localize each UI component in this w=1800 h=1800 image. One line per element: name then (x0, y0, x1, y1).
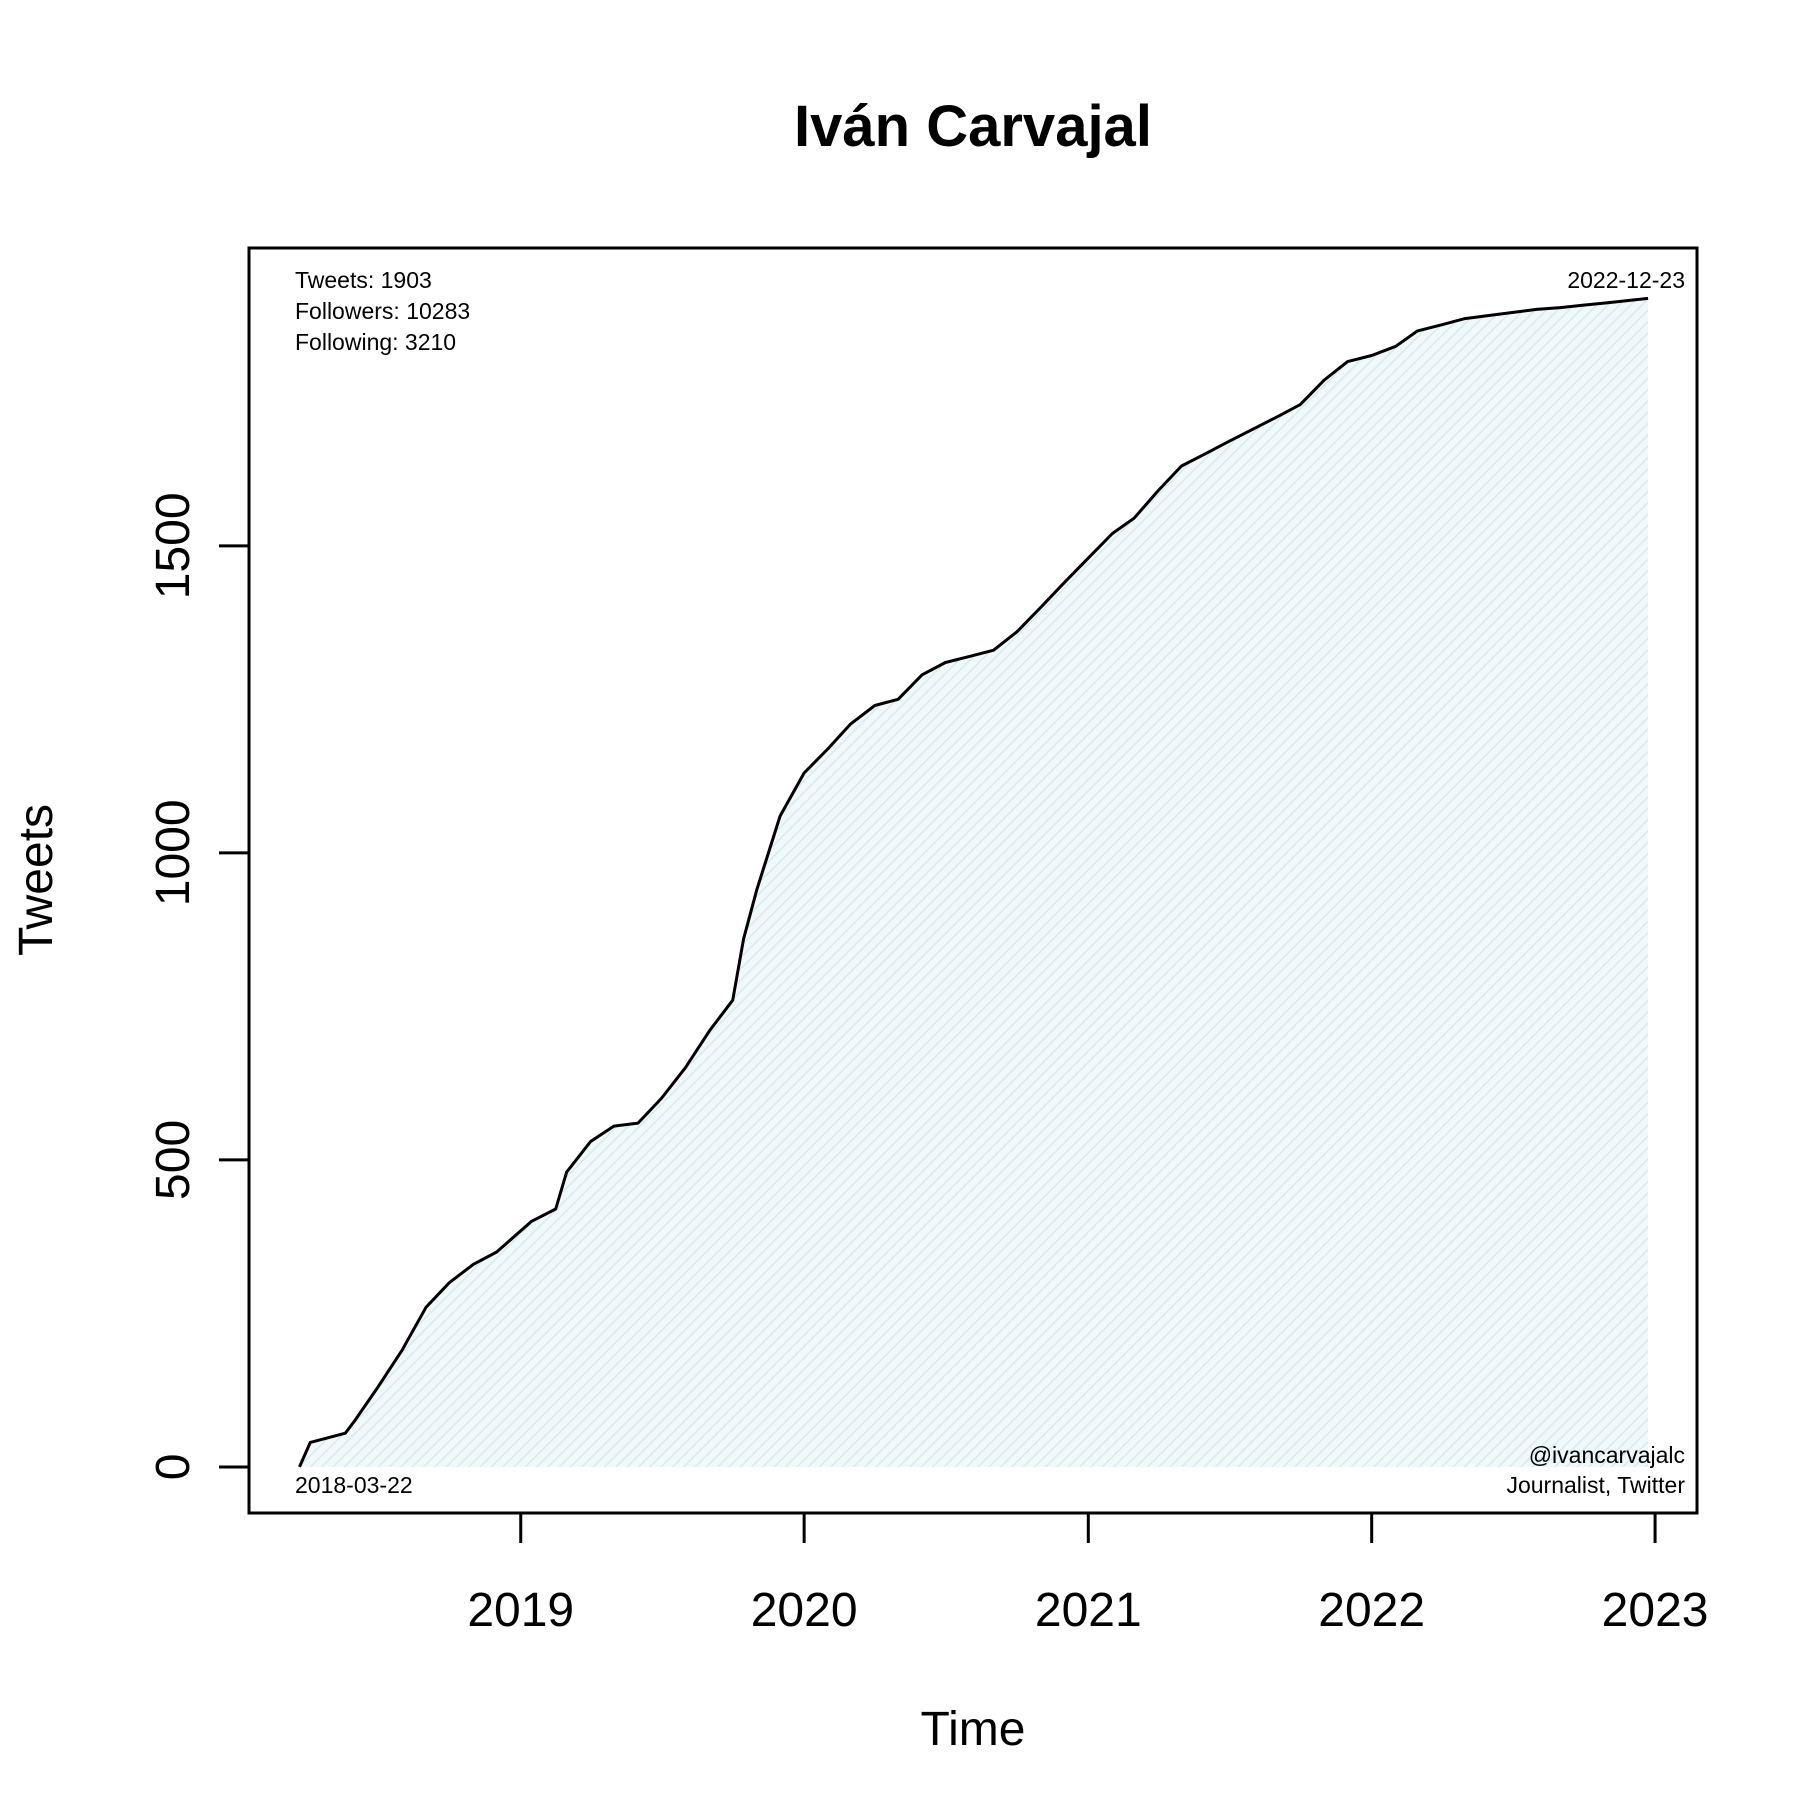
x-axis: 2019 2020 2021 2022 2023 (467, 1513, 1708, 1637)
plot-frame (247, 246, 1699, 1515)
x-tick-label: 2019 (467, 1584, 574, 1637)
y-tick-label: 1000 (147, 799, 200, 906)
x-axis-label: Time (921, 1703, 1026, 1756)
y-axis-label: Tweets (10, 804, 63, 956)
chart-title: Iván Carvajal (794, 94, 1152, 159)
x-tick-label: 2022 (1318, 1584, 1425, 1637)
series-line (298, 296, 1649, 1468)
followers-count-annotation: Followers: 10283 (295, 298, 470, 324)
y-tick-label: 0 (147, 1454, 200, 1481)
start-date-annotation: 2018-03-22 (295, 1472, 413, 1498)
tweets-count-annotation: Tweets: 1903 (295, 267, 432, 293)
x-tick-label: 2023 (1602, 1584, 1709, 1637)
plot-area (298, 296, 1649, 1468)
handle-annotation: @ivancarvajalc (1529, 1442, 1685, 1468)
end-date-annotation: 2022-12-23 (1567, 267, 1685, 293)
x-tick-label: 2020 (751, 1584, 858, 1637)
y-tick-label: 500 (147, 1120, 200, 1200)
x-tick-label: 2021 (1035, 1584, 1142, 1637)
y-tick-label: 1500 (147, 492, 200, 599)
series-area-fill (299, 298, 1649, 1467)
y-axis: 0 500 1000 1500 (147, 492, 249, 1480)
following-count-annotation: Following: 3210 (295, 329, 456, 355)
description-annotation: Journalist, Twitter (1506, 1472, 1685, 1498)
